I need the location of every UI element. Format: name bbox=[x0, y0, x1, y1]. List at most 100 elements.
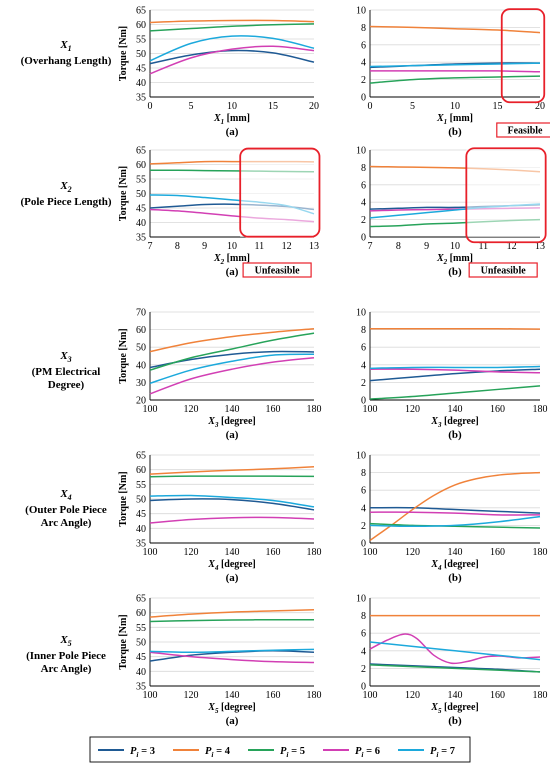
y-tick-label: 45 bbox=[136, 509, 146, 520]
y-tick-label: 8 bbox=[361, 468, 366, 479]
x-tick-label: 8 bbox=[396, 241, 401, 252]
x-tick-label: 140 bbox=[448, 690, 463, 701]
x-tick-label: 100 bbox=[363, 547, 378, 558]
highlight-box bbox=[502, 9, 545, 102]
x-tick-label: 160 bbox=[490, 404, 505, 415]
series-line-p4 bbox=[150, 467, 314, 474]
y-tick-label: 50 bbox=[136, 495, 146, 506]
series-line-p6 bbox=[150, 517, 314, 523]
tag-text: Unfeasible bbox=[481, 266, 527, 277]
y-tick-label: 45 bbox=[136, 64, 146, 75]
x-tick-label: 180 bbox=[307, 404, 322, 415]
row-description: (Outer Pole Piece bbox=[12, 504, 120, 517]
x-axis-label: X3 [degree] bbox=[207, 416, 255, 429]
y-tick-label: 8 bbox=[361, 23, 366, 34]
row-description: (Overhang Length) bbox=[12, 55, 120, 68]
x-tick-label: 140 bbox=[225, 404, 240, 415]
row-variable: X1 bbox=[12, 39, 120, 55]
y-tick-label: 55 bbox=[136, 35, 146, 46]
x-axis-label: X5 [degree] bbox=[430, 702, 478, 715]
x-tick-label: 12 bbox=[282, 241, 292, 252]
y-tick-label: 6 bbox=[361, 180, 366, 191]
y-tick-label: 6 bbox=[361, 40, 366, 51]
y-tick-label: 10 bbox=[356, 308, 366, 319]
x-axis-label: X3 [degree] bbox=[430, 416, 478, 429]
x-tick-label: 140 bbox=[225, 547, 240, 558]
y-tick-label: 10 bbox=[356, 451, 366, 462]
series-line-p7 bbox=[150, 36, 314, 61]
y-tick-label: 2 bbox=[361, 215, 366, 226]
series-line-p4 bbox=[150, 329, 314, 352]
panel-label: (b) bbox=[448, 429, 462, 441]
row-description: (Pole Piece Length) bbox=[12, 196, 120, 209]
y-tick-label: 50 bbox=[136, 189, 146, 200]
y-tick-label: 30 bbox=[136, 378, 146, 389]
x-tick-label: 180 bbox=[533, 404, 548, 415]
y-tick-label: 2 bbox=[361, 664, 366, 675]
y-tick-label: 40 bbox=[136, 524, 146, 535]
x-tick-label: 180 bbox=[307, 547, 322, 558]
row-variable: X2 bbox=[12, 180, 120, 196]
series-line-p4 bbox=[370, 473, 540, 541]
y-tick-label: 60 bbox=[136, 465, 146, 476]
x-tick-label: 160 bbox=[490, 547, 505, 558]
y-tick-label: 60 bbox=[136, 20, 146, 31]
x-tick-label: 5 bbox=[189, 101, 194, 112]
tag-text: Unfeasible bbox=[255, 266, 301, 277]
x-tick-label: 120 bbox=[405, 690, 420, 701]
panel-label: (a) bbox=[226, 126, 239, 138]
x-tick-label: 120 bbox=[405, 404, 420, 415]
x-tick-label: 160 bbox=[266, 547, 281, 558]
x-tick-label: 5 bbox=[410, 101, 415, 112]
x-tick-label: 15 bbox=[493, 101, 503, 112]
y-tick-label: 10 bbox=[356, 146, 366, 157]
y-tick-label: 35 bbox=[136, 93, 146, 104]
x-tick-label: 9 bbox=[424, 241, 429, 252]
y-tick-label: 4 bbox=[361, 58, 366, 69]
x-tick-label: 0 bbox=[148, 101, 153, 112]
x-tick-label: 100 bbox=[363, 690, 378, 701]
row-description: Arc Angle) bbox=[12, 517, 120, 530]
x-tick-label: 120 bbox=[405, 547, 420, 558]
row-description: Degree) bbox=[12, 379, 120, 392]
y-tick-label: 6 bbox=[361, 629, 366, 640]
panel-label: (b) bbox=[448, 715, 462, 727]
x-axis-label: X1 [mm] bbox=[436, 113, 473, 126]
y-tick-label: 40 bbox=[136, 78, 146, 89]
series-line-p4 bbox=[150, 20, 314, 22]
x-tick-label: 120 bbox=[184, 404, 199, 415]
y-tick-label: 2 bbox=[361, 75, 366, 86]
tag-text: Feasible bbox=[508, 126, 544, 137]
y-tick-label: 0 bbox=[361, 233, 366, 244]
x-tick-label: 13 bbox=[309, 241, 319, 252]
y-tick-label: 4 bbox=[361, 198, 366, 209]
series-line-p6 bbox=[370, 71, 540, 72]
y-tick-label: 65 bbox=[136, 451, 146, 462]
row-variable: X5 bbox=[12, 634, 120, 650]
y-tick-label: 60 bbox=[136, 608, 146, 619]
panel-label: (b) bbox=[448, 126, 462, 138]
y-tick-label: 60 bbox=[136, 325, 146, 336]
unfeasible-fade bbox=[466, 148, 541, 237]
x-axis-label: X4 [degree] bbox=[207, 559, 255, 572]
y-tick-label: 45 bbox=[136, 652, 146, 663]
x-tick-label: 160 bbox=[266, 404, 281, 415]
y-tick-label: 4 bbox=[361, 646, 366, 657]
y-tick-label: 8 bbox=[361, 611, 366, 622]
series-line-p3 bbox=[370, 369, 540, 380]
x-tick-label: 10 bbox=[450, 101, 460, 112]
y-tick-label: 50 bbox=[136, 343, 146, 354]
panel-label: (a) bbox=[226, 266, 239, 278]
y-tick-label: 50 bbox=[136, 638, 146, 649]
y-tick-label: 10 bbox=[356, 6, 366, 17]
y-tick-label: 65 bbox=[136, 6, 146, 17]
y-tick-label: 2 bbox=[361, 378, 366, 389]
